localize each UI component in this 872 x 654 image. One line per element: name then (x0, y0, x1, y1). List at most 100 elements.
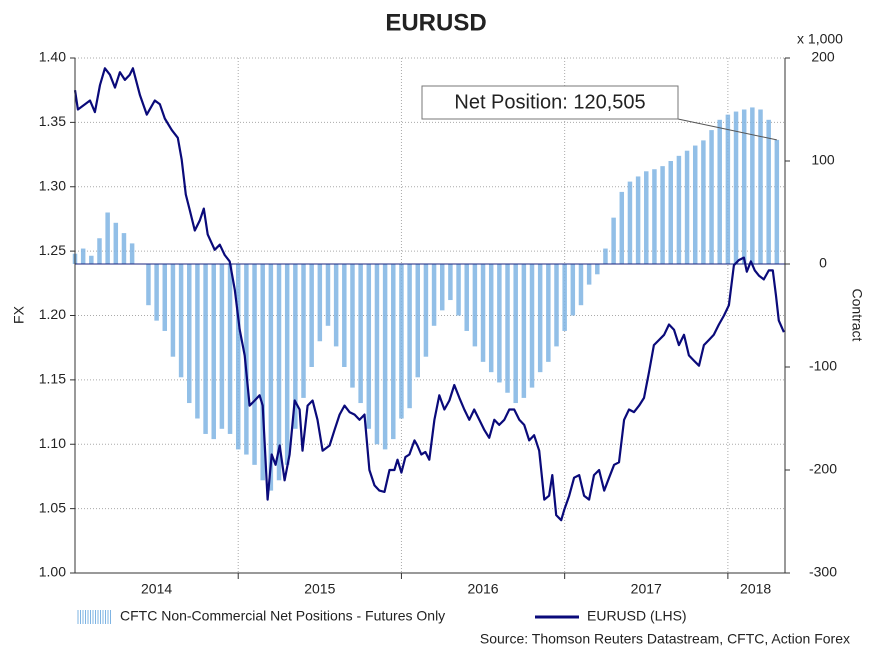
bar (113, 222, 119, 264)
bar (554, 264, 559, 347)
bar (521, 264, 527, 398)
bar (578, 264, 584, 306)
y-tick-label: 1.10 (39, 435, 66, 451)
bar (235, 264, 241, 450)
y-tick-label: 1.40 (39, 49, 66, 65)
x-tick-label: 2017 (631, 581, 662, 597)
bar (758, 109, 763, 264)
bar (733, 111, 739, 264)
bar (701, 140, 706, 264)
bar (627, 181, 633, 264)
bar (382, 264, 388, 450)
source: Source: Thomson Reuters Datastream, CFTC… (480, 631, 850, 647)
bar (121, 233, 127, 264)
bar (537, 264, 543, 373)
bar (423, 264, 429, 357)
bar (162, 264, 168, 331)
y2-tick-label: -100 (809, 358, 837, 374)
bar (529, 264, 535, 388)
line (73, 67, 785, 522)
bar (129, 243, 135, 264)
bar (195, 264, 200, 419)
bar (570, 264, 576, 316)
x-tick-label: 2016 (467, 581, 498, 597)
bar (309, 264, 314, 367)
bar (652, 169, 657, 264)
bar (374, 264, 380, 445)
y-tick-label: 1.35 (39, 113, 66, 129)
bar (741, 109, 747, 264)
y2-unit: x 1,000 (797, 31, 843, 47)
bar (170, 264, 176, 357)
bar (317, 264, 323, 342)
bar (293, 264, 298, 429)
bar (211, 264, 216, 440)
bar (668, 161, 673, 264)
x-tick-label: 2015 (304, 581, 335, 597)
bar (178, 264, 184, 378)
bar (154, 264, 159, 321)
bar (595, 264, 600, 275)
y2-tick-label: 0 (819, 255, 827, 271)
bar (325, 264, 331, 326)
bar (276, 264, 282, 481)
bar (187, 264, 192, 404)
bar (252, 264, 257, 465)
bar (611, 217, 616, 264)
y-tick-label: 1.25 (39, 242, 66, 258)
y2-tick-label: -200 (809, 461, 837, 477)
annotation-box (421, 85, 679, 120)
bar (750, 107, 755, 264)
bar (709, 130, 714, 264)
y2-tick-label: -300 (809, 564, 837, 580)
legend: CFTC Non-Commercial Net Positions - Futu… (77, 608, 687, 624)
bar (366, 264, 372, 429)
bar (692, 145, 698, 264)
x-tick-label: 2014 (141, 581, 172, 597)
y2-tick-label: 200 (811, 49, 835, 65)
bar (415, 264, 421, 378)
bar (635, 176, 641, 264)
y2-axis-label: Contract (849, 289, 865, 342)
annotation-line (677, 118, 777, 141)
bar (431, 264, 437, 326)
annotation: Net Position: 120,505 (454, 91, 645, 113)
bar (644, 171, 649, 264)
bar (439, 264, 445, 311)
x-tick-label: 2018 (740, 581, 771, 597)
bar (456, 264, 461, 316)
chart-title: EURUSD (385, 9, 486, 36)
y2-tick-label: 100 (811, 152, 835, 168)
bar (105, 212, 110, 264)
bar (284, 264, 290, 465)
bar (268, 264, 274, 491)
bar (301, 264, 306, 398)
bar (97, 238, 102, 264)
bar (227, 264, 233, 434)
y-tick-label: 1.00 (39, 564, 66, 580)
bar (546, 264, 551, 362)
bar (80, 248, 86, 264)
bar (488, 264, 494, 373)
y-tick-label: 1.20 (39, 306, 66, 322)
bar (480, 264, 486, 362)
bar (146, 264, 151, 306)
bar (505, 264, 510, 393)
bar (260, 264, 265, 481)
bar (676, 155, 682, 264)
legend-label: EURUSD (LHS) (587, 608, 687, 624)
bar (586, 264, 592, 285)
bar (619, 191, 625, 264)
bar (464, 264, 469, 331)
bar (725, 114, 731, 265)
bar (660, 166, 665, 264)
bar (472, 264, 478, 347)
bar (717, 119, 722, 264)
bar (774, 139, 780, 264)
bar (244, 264, 249, 455)
y-tick-label: 1.05 (39, 499, 66, 515)
y-axis-label: FX (11, 305, 27, 324)
bar (358, 264, 363, 404)
bar (684, 150, 690, 264)
